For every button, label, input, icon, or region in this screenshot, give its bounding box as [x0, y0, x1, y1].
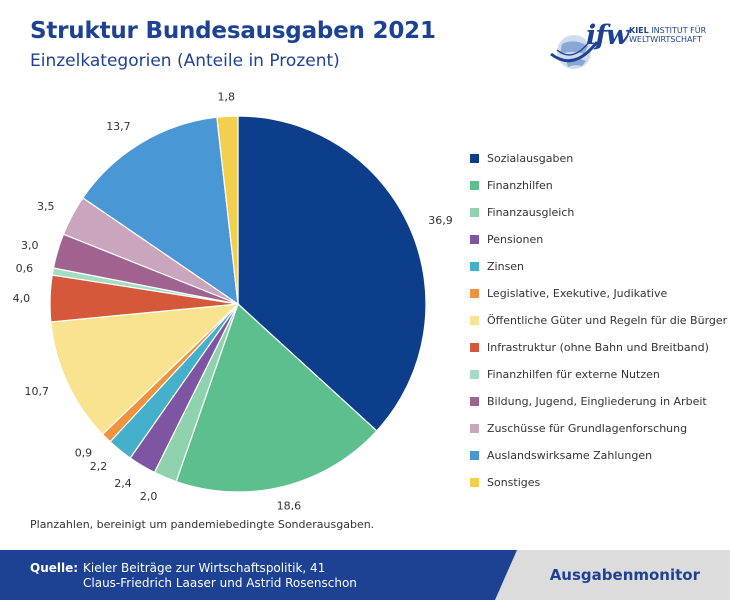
pie-slice-0 [237, 115, 427, 432]
logo-line1-rest: INSTITUT FÜR [651, 26, 707, 35]
slice-value-label-11: 13,7 [106, 120, 131, 133]
globe-icon [550, 35, 598, 69]
pie-chart: 36,9 18,6 2,0 2,4 2,20,9 10,7 4,0 0,6 3,0 3,5 13,7… [13, 90, 453, 510]
logo-mark: ifw [586, 20, 629, 51]
legend-label-11: Auslandswirksame Zahlungen [487, 449, 653, 462]
legend-swatch-3 [470, 235, 479, 244]
logo-line1-bold: KIEL [629, 26, 649, 35]
brand-label: Ausgabenmonitor [549, 566, 700, 584]
slice-value-label-6: 10,7 [25, 385, 50, 398]
slice-value-label-9: 3,0 [21, 239, 39, 252]
legend-label-10: Zuschüsse für Grundlagenforschung [487, 422, 688, 435]
slice-value-label-5: 0,9 [75, 446, 93, 459]
legend-label-0: Sozialausgaben [487, 152, 574, 165]
legend-label-5: Legislative, Exekutive, Judikative [487, 287, 668, 300]
slice-value-label-2: 2,0 [140, 490, 158, 503]
legend-label-8: Finanzhilfen für externe Nutzen [487, 368, 660, 381]
legend-swatch-5 [470, 289, 479, 298]
legend-item-6: Öffentliche Güter und Regeln für die Bür… [470, 307, 727, 334]
legend-label-12: Sonstiges [487, 476, 541, 489]
slice-value-label-4: 2,2 [90, 460, 108, 473]
legend-item-1: Finanzhilfen [470, 172, 727, 199]
slice-value-label-3: 2,4 [114, 477, 132, 490]
pie-slice-1 [175, 302, 378, 493]
slice-value-label-0: 36,9 [428, 214, 453, 227]
chart-subtitle: Einzelkategorien (Anteile in Prozent) [30, 51, 340, 71]
slice-value-label-12: 1,8 [218, 90, 236, 103]
legend-label-4: Zinsen [487, 260, 525, 273]
footer-bar: Quelle: Kieler Beiträge zur Wirtschaftsp… [0, 550, 730, 600]
legend-label-2: Finanzausgleich [487, 206, 575, 219]
legend-item-7: Infrastruktur (ohne Bahn und Breitband) [470, 334, 727, 361]
legend-swatch-2 [470, 208, 479, 217]
legend-swatch-7 [470, 343, 479, 352]
chart-title: Struktur Bundesausgaben 2021 [30, 18, 436, 44]
legend-item-12: Sonstiges [470, 469, 727, 496]
legend-item-2: Finanzausgleich [470, 199, 727, 226]
logo-institute-name: KIEL INSTITUT FÜR WELTWIRTSCHAFT [629, 26, 706, 44]
footer-source-panel: Quelle: Kieler Beiträge zur Wirtschaftsp… [0, 550, 517, 600]
slice-value-label-8: 0,6 [16, 262, 34, 275]
legend-swatch-12 [470, 478, 479, 487]
slice-value-label-1: 18,6 [277, 500, 302, 510]
legend-item-4: Zinsen [470, 253, 727, 280]
legend-item-0: Sozialausgaben [470, 145, 727, 172]
legend-label-6: Öffentliche Güter und Regeln für die Bür… [487, 314, 728, 327]
chart-note: Planzahlen, bereinigt um pandemiebedingt… [30, 518, 375, 531]
legend-label-7: Infrastruktur (ohne Bahn und Breitband) [487, 341, 709, 354]
legend-swatch-8 [470, 370, 479, 379]
legend-swatch-0 [470, 154, 479, 163]
chart-legend: Sozialausgaben Finanzhilfen Finanzausgleic… [470, 145, 727, 496]
pie-slice-11 [81, 116, 239, 306]
legend-item-8: Finanzhilfen für externe Nutzen [470, 361, 727, 388]
pie-slice-6 [50, 303, 240, 436]
source-label: Quelle: [30, 561, 79, 575]
legend-swatch-6 [470, 316, 479, 325]
source-line-2: Claus-Friedrich Laaser und Astrid Rosens… [83, 576, 357, 590]
slice-value-label-10: 3,5 [37, 200, 55, 213]
legend-swatch-1 [470, 181, 479, 190]
legend-item-3: Pensionen [470, 226, 727, 253]
legend-swatch-10 [470, 424, 479, 433]
slice-value-label-7: 4,0 [13, 292, 31, 305]
ifw-logo: ifw KIEL INSTITUT FÜR WELTWIRTSCHAFT [548, 18, 713, 84]
source-text: Kieler Beiträge zur Wirtschaftspolitik, … [83, 561, 357, 591]
legend-swatch-4 [470, 262, 479, 271]
legend-item-11: Auslandswirksame Zahlungen [470, 442, 727, 469]
source-line-1: Kieler Beiträge zur Wirtschaftspolitik, … [83, 561, 326, 575]
logo-line2: WELTWIRTSCHAFT [629, 35, 702, 44]
legend-item-9: Bildung, Jugend, Eingliederung in Arbeit [470, 388, 727, 415]
pie-slice-12 [216, 115, 239, 305]
legend-swatch-9 [470, 397, 479, 406]
legend-label-1: Finanzhilfen [487, 179, 553, 192]
legend-item-10: Zuschüsse für Grundlagenforschung [470, 415, 727, 442]
legend-item-5: Legislative, Exekutive, Judikative [470, 280, 727, 307]
legend-label-3: Pensionen [487, 233, 544, 246]
legend-swatch-11 [470, 451, 479, 460]
legend-label-9: Bildung, Jugend, Eingliederung in Arbeit [487, 395, 707, 408]
